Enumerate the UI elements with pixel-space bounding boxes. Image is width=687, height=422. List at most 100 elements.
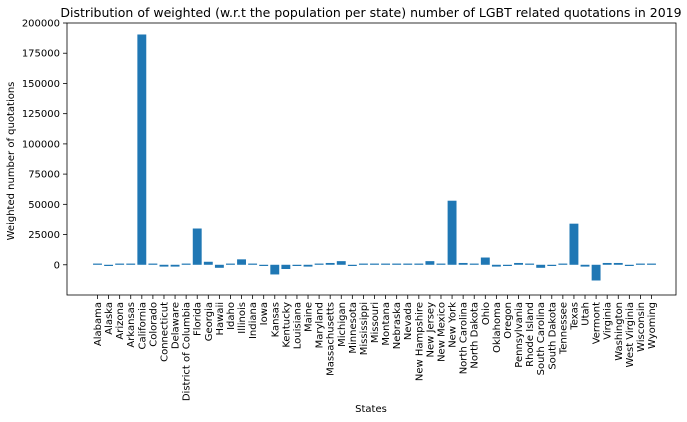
x-tick-label: Kentucky xyxy=(281,302,292,348)
bar-south-dakota xyxy=(547,264,557,266)
x-tick-label: Pennsylvania xyxy=(514,302,525,368)
bar-indiana xyxy=(248,263,258,265)
y-tick-label: 175000 xyxy=(22,49,60,60)
bar-wisconsin xyxy=(635,263,645,265)
bar-mississippi xyxy=(358,263,368,265)
x-tick-label: Alaska xyxy=(104,302,115,335)
x-tick-label: Maine xyxy=(304,302,315,332)
bar-nebraska xyxy=(392,263,402,265)
x-tick-label: Utah xyxy=(581,302,592,326)
x-tick-label: California xyxy=(137,302,148,350)
chart-title: Distribution of weighted (w.r.t the popu… xyxy=(60,5,681,20)
x-tick-label: Tennessee xyxy=(558,302,569,355)
bar-utah xyxy=(580,264,590,267)
x-tick-label: Arkansas xyxy=(126,302,137,348)
x-tick-label: Massachusetts xyxy=(326,302,337,376)
x-tick-label: Washington xyxy=(614,302,625,361)
y-tick-label: 0 xyxy=(54,260,60,271)
bar-new-jersey xyxy=(425,261,435,265)
x-tick-label: Ohio xyxy=(481,302,492,325)
x-tick-label: New York xyxy=(448,302,459,348)
x-tick-label: Alabama xyxy=(93,302,104,346)
bar-colorado xyxy=(148,263,158,265)
x-tick-label: Wyoming xyxy=(647,302,658,349)
x-tick-label: Wisconsin xyxy=(636,302,647,352)
x-tick-label: Kansas xyxy=(270,302,281,337)
bar-montana xyxy=(381,263,391,265)
bar-oregon xyxy=(503,264,512,266)
bar-alabama xyxy=(93,263,102,265)
x-tick-label: Michigan xyxy=(337,302,348,347)
x-tick-label: District of Columbia xyxy=(182,302,193,401)
y-axis-ticks: 0 25000 50000 75000 100000 125000 150000 175000… xyxy=(22,19,67,271)
bar-rhode-island xyxy=(525,263,535,265)
bar-iowa xyxy=(259,264,269,266)
bar-oklahoma xyxy=(491,264,501,267)
bar-hawaii xyxy=(214,264,224,268)
y-tick-label: 25000 xyxy=(28,230,60,241)
bar-arkansas xyxy=(126,263,136,265)
x-tick-label: Florida xyxy=(193,302,204,336)
bar-district-of-columbia xyxy=(181,263,191,265)
x-tick-label: New Hampshire xyxy=(414,302,425,381)
x-tick-label: Missouri xyxy=(370,302,381,343)
x-tick-label: Virginia xyxy=(603,302,614,340)
bar-maine xyxy=(303,264,313,267)
x-tick-label: Nevada xyxy=(403,302,414,340)
x-tick-label: Minnesota xyxy=(348,302,359,354)
x-tick-label: Rhode Island xyxy=(525,302,536,367)
x-tick-label: North Dakota xyxy=(470,302,481,369)
bar-california xyxy=(137,34,147,265)
bar-maryland xyxy=(314,263,324,265)
x-axis-label: States xyxy=(355,404,387,415)
bar-alaska xyxy=(104,264,114,266)
bar-vermont xyxy=(591,264,601,281)
x-tick-label: Delaware xyxy=(171,302,182,349)
bar-wyoming xyxy=(647,263,656,265)
bar-kentucky xyxy=(281,264,291,270)
bar-south-carolina xyxy=(536,264,546,268)
x-tick-label: Maryland xyxy=(315,302,326,348)
y-axis-label: Weighted number of quotations xyxy=(6,82,17,241)
bars xyxy=(93,34,656,281)
bar-louisiana xyxy=(292,264,302,266)
x-tick-label: Texas xyxy=(569,302,580,331)
x-tick-label: South Dakota xyxy=(547,302,558,370)
y-tick-label: 150000 xyxy=(22,79,60,90)
y-tick-label: 200000 xyxy=(22,19,60,30)
x-tick-label: North Carolina xyxy=(459,302,470,374)
bar-west-virginia xyxy=(624,264,634,266)
bar-virginia xyxy=(602,262,612,265)
bar-kansas xyxy=(270,264,280,275)
x-tick-label: Georgia xyxy=(204,302,215,341)
bar-north-carolina xyxy=(458,262,468,265)
bar-florida xyxy=(192,228,202,265)
bar-ohio xyxy=(480,257,490,265)
bar-missouri xyxy=(370,263,379,265)
y-tick-label: 100000 xyxy=(22,139,60,150)
x-tick-label: Connecticut xyxy=(159,302,170,362)
x-axis-ticks: Alabama Alaska Arizona Arkansas California Co… xyxy=(93,295,658,401)
x-tick-label: New Jersey xyxy=(425,302,436,358)
x-tick-label: Illinois xyxy=(237,302,248,334)
bar-north-dakota xyxy=(469,263,479,265)
x-tick-label: South Carolina xyxy=(536,302,547,375)
plot-frame xyxy=(66,22,677,296)
x-tick-label: Iowa xyxy=(259,302,270,325)
bar-nevada xyxy=(403,263,413,265)
x-tick-label: Idaho xyxy=(226,302,237,330)
x-tick-label: Hawaii xyxy=(215,302,226,336)
bar-illinois xyxy=(237,259,246,265)
y-tick-label: 125000 xyxy=(22,109,60,120)
bar-new-hampshire xyxy=(414,263,424,265)
x-tick-label: West Virginia xyxy=(625,302,636,367)
bar-delaware xyxy=(170,264,180,267)
x-tick-label: New Mexico xyxy=(436,302,447,362)
x-tick-label: Oregon xyxy=(503,302,514,339)
bar-connecticut xyxy=(159,264,169,267)
bar-arizona xyxy=(115,263,125,265)
x-tick-label: Mississippi xyxy=(359,302,370,355)
y-tick-label: 50000 xyxy=(28,200,60,211)
bar-massachusetts xyxy=(325,262,335,265)
x-tick-label: Oklahoma xyxy=(492,302,503,353)
